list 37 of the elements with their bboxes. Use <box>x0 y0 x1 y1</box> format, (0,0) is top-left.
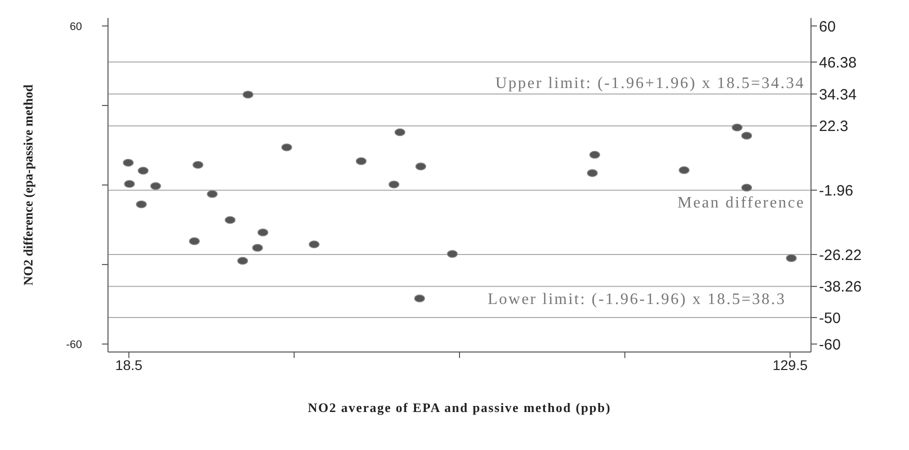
point <box>281 143 292 152</box>
point <box>188 237 200 246</box>
y2-tick-label: -1.96 <box>819 182 854 200</box>
y2-tick-label: 60 <box>819 18 836 36</box>
point <box>237 256 248 265</box>
y2-tick-label: 22.3 <box>819 118 848 136</box>
point <box>388 180 400 188</box>
y2-tick-label: -50 <box>819 310 841 327</box>
ref-line-label: Upper limit: (-1.96+1.96) x 18.5=34.34 <box>495 74 805 92</box>
x-axis-title: NO2 average of EPA and passive method (ppb) <box>308 400 612 415</box>
point <box>741 132 752 140</box>
annotation: Lower limit: (-1.96-1.96) x 18.5=38.3 <box>488 291 786 309</box>
point <box>741 184 752 192</box>
x-tick-label: 18.5 <box>115 356 143 373</box>
y2-tick-label: -26.22 <box>819 246 862 264</box>
y2-tick-label: -38.26 <box>819 278 862 296</box>
y2-tick-label: -60 <box>819 336 841 354</box>
point <box>242 90 254 99</box>
point <box>678 166 690 174</box>
y-axis-title: NO2 difference (epa-passive method <box>20 84 36 286</box>
x-tick-label: 129.5 <box>772 356 808 373</box>
point <box>394 128 406 136</box>
point <box>122 158 134 167</box>
point <box>414 294 425 302</box>
point <box>138 166 149 175</box>
point <box>308 240 320 248</box>
point <box>192 160 204 169</box>
y2-tick-label: 46.38 <box>819 54 857 72</box>
point <box>258 228 268 236</box>
point <box>589 150 600 159</box>
y2-tick-label: 34.34 <box>819 86 857 104</box>
point <box>136 200 147 208</box>
point <box>252 244 263 252</box>
ref-line-label: Mean difference <box>678 194 805 212</box>
point <box>786 254 797 262</box>
point <box>124 180 135 188</box>
point <box>356 157 367 166</box>
